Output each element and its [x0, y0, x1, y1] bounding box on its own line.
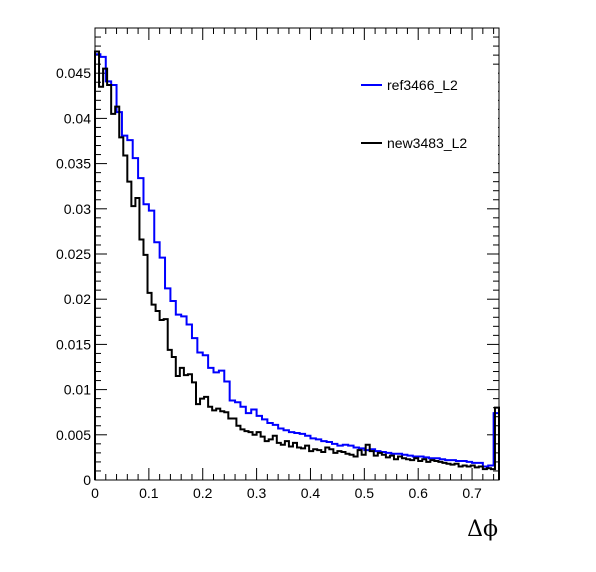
x-tick-label: 0.7: [462, 485, 482, 501]
x-axis-label: Δϕ: [467, 517, 498, 542]
y-tick-label: 0.025: [56, 246, 91, 262]
legend-label: new3483_L2: [387, 135, 467, 151]
y-tick-label: 0.02: [64, 291, 91, 307]
legend: ref3466_L2 new3483_L2: [355, 68, 498, 168]
x-tick-label: 0.2: [193, 485, 213, 501]
x-tick-label: 0.6: [408, 485, 428, 501]
series-new3483-l2: [94, 50, 500, 480]
x-tick-label: 0.4: [301, 485, 321, 501]
x-axis: 0 0.1 0.2 0.3 0.4 0.5 0.6 0.7: [91, 28, 495, 501]
y-tick-label: 0.01: [64, 382, 91, 398]
x-tick-label: 0: [91, 485, 99, 501]
y-tick-label: 0.045: [56, 65, 91, 81]
y-axis: 0 0.005 0.01 0.015 0.02 0.025 0.03 0.035 0.04 0.0…: [56, 27, 499, 488]
y-tick-label: 0: [83, 472, 91, 488]
y-tick-label: 0.04: [64, 110, 91, 126]
histogram-series: [94, 50, 500, 480]
y-tick-label: 0.005: [56, 427, 91, 443]
y-tick-label: 0.03: [64, 201, 91, 217]
x-tick-label: 0.1: [139, 485, 159, 501]
series-ref3466-l2: [94, 53, 500, 480]
legend-label: ref3466_L2: [387, 77, 458, 93]
x-tick-label: 0.5: [355, 485, 375, 501]
y-tick-label: 0.015: [56, 336, 91, 352]
x-tick-label: 0.3: [247, 485, 267, 501]
y-tick-label: 0.035: [56, 156, 91, 172]
